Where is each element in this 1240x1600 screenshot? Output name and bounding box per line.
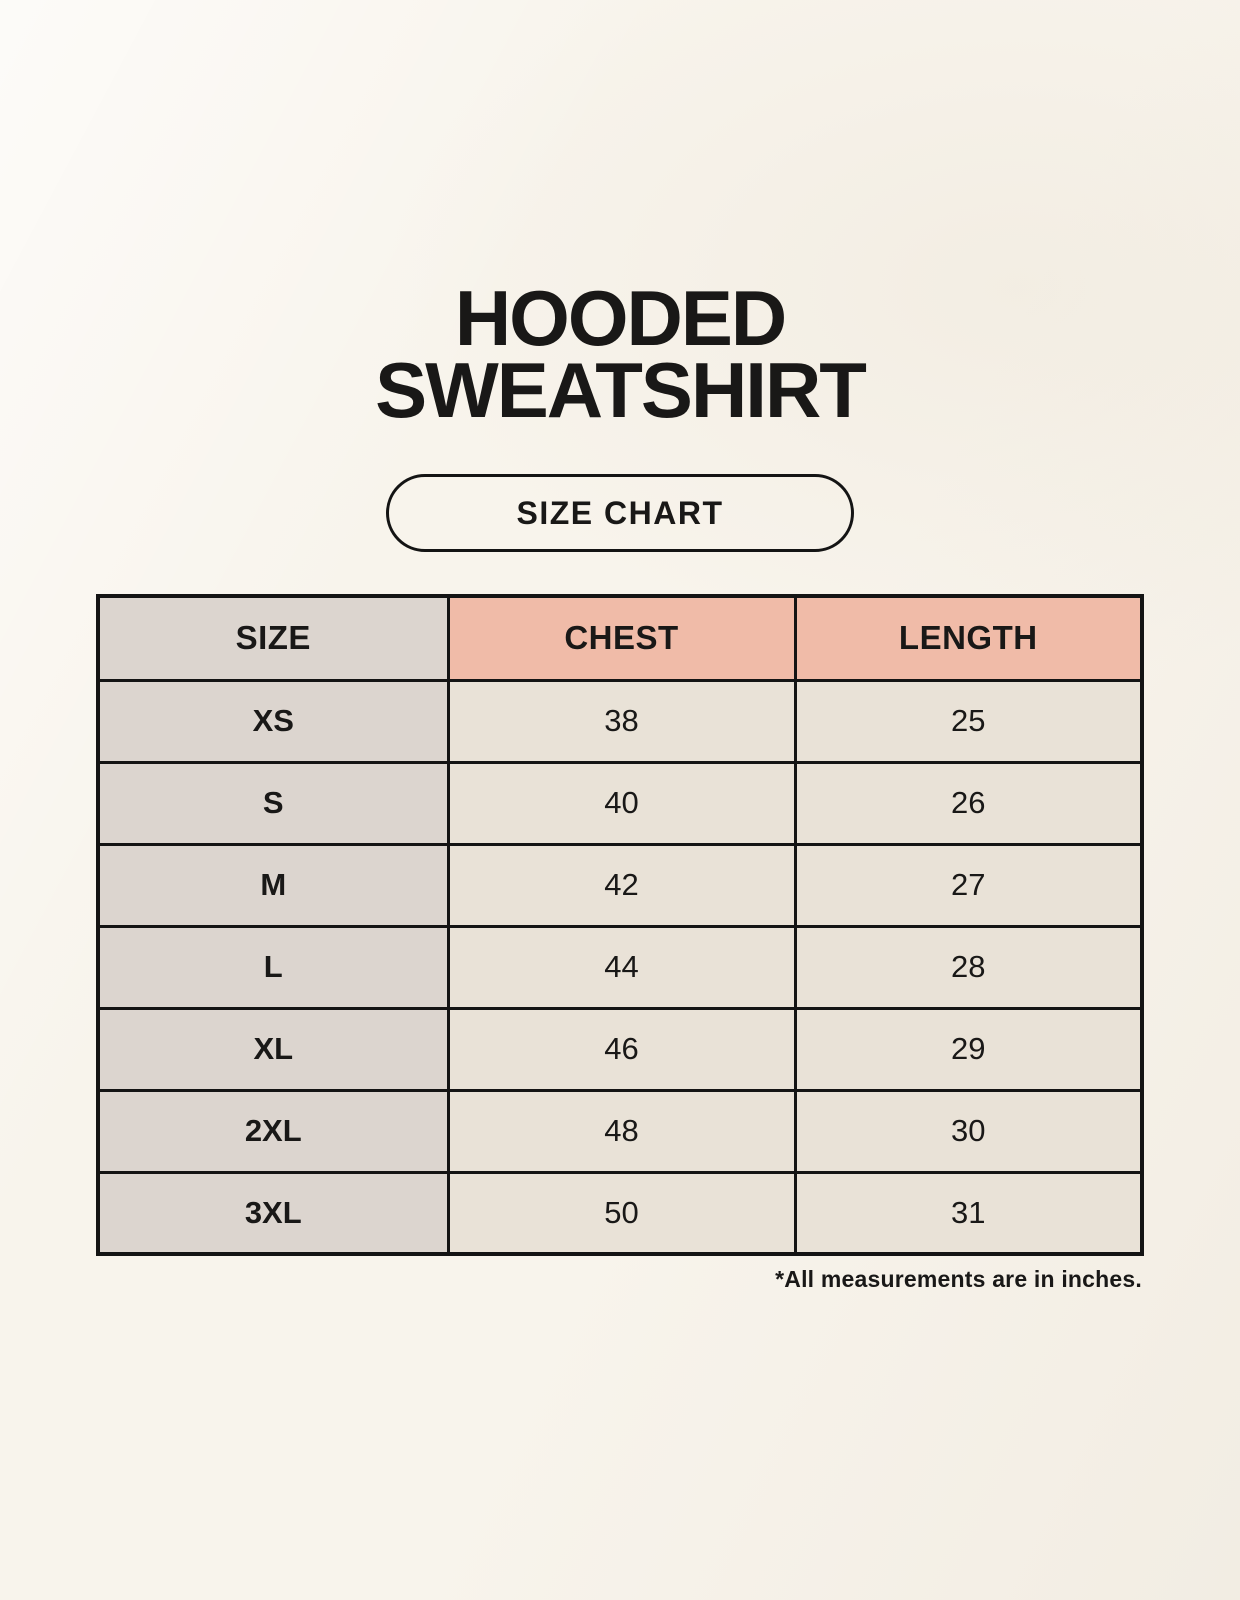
table-row-xs: XS 38 25 [96,678,1144,764]
table-row-2xl: 2XL 48 30 [96,1088,1144,1174]
chest-value-cell: 48 [446,1088,797,1174]
size-chart-button-label: SIZE CHART [516,494,724,531]
table-row-3xl: 3XL 50 31 [96,1170,1144,1256]
length-value-cell: 31 [793,1170,1144,1256]
length-value-cell: 26 [793,760,1144,846]
size-label-cell: 3XL [96,1170,450,1256]
table-row-l: L 44 28 [96,924,1144,1010]
header-cell-size: SIZE [96,594,450,682]
length-value-cell: 30 [793,1088,1144,1174]
header-cell-length: LENGTH [793,594,1144,682]
product-title-line-2: SWEATSHIRT [375,346,867,434]
size-table: SIZE CHEST LENGTH XS 38 25 S 40 26 M 42 … [96,594,1144,1256]
size-label-cell: M [96,842,450,928]
header-cell-chest: CHEST [446,594,797,682]
size-label-cell: S [96,760,450,846]
size-label-cell: XL [96,1006,450,1092]
size-label-cell: XS [96,678,450,764]
chest-value-cell: 40 [446,760,797,846]
size-chart-button[interactable]: SIZE CHART [386,474,854,552]
product-title-line-1: HOODED [454,274,787,362]
chest-value-cell: 38 [446,678,797,764]
length-value-cell: 29 [793,1006,1144,1092]
chest-value-cell: 44 [446,924,797,1010]
chest-value-cell: 50 [446,1170,797,1256]
length-value-cell: 25 [793,678,1144,764]
chest-value-cell: 42 [446,842,797,928]
size-label-cell: L [96,924,450,1010]
length-value-cell: 28 [793,924,1144,1010]
size-label-cell: 2XL [96,1088,450,1174]
measurements-footnote: *All measurements are in inches. [775,1266,1142,1292]
length-value-cell: 27 [793,842,1144,928]
product-title: HOODED SWEATSHIRT [0,0,1240,434]
table-row-xl: XL 46 29 [96,1006,1144,1092]
table-row-m: M 42 27 [96,842,1144,928]
table-row-s: S 40 26 [96,760,1144,846]
table-header-row: SIZE CHEST LENGTH [96,594,1144,682]
chest-value-cell: 46 [446,1006,797,1092]
